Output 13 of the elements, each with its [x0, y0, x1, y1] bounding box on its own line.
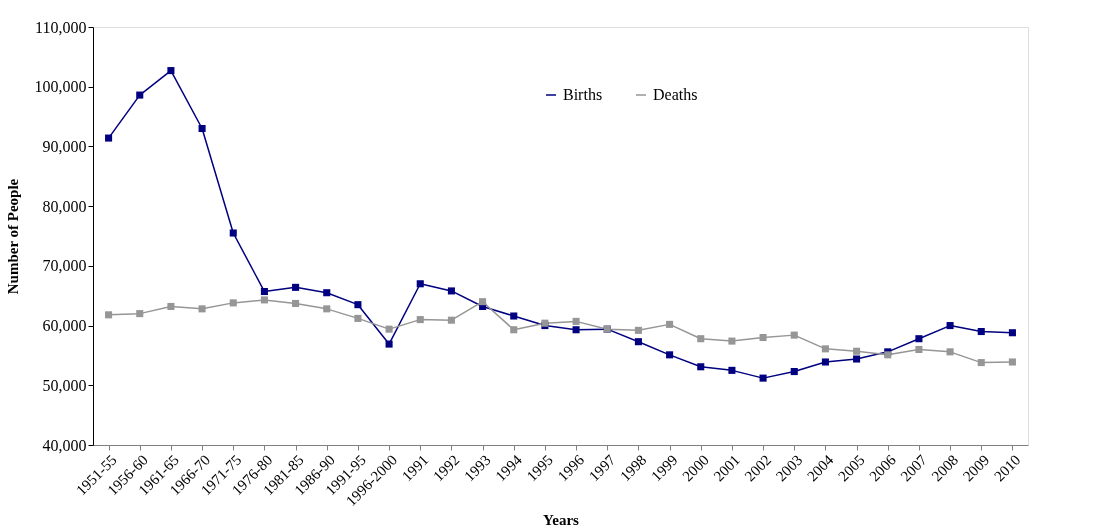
- y-tick-label: 100,000: [34, 78, 87, 96]
- legend-label: Deaths: [653, 86, 698, 103]
- y-tick-label: 40,000: [42, 436, 87, 454]
- y-tick-label: 110,000: [35, 18, 87, 36]
- y-tick-label: 50,000: [42, 376, 87, 394]
- x-axis-title: Years: [543, 512, 580, 529]
- y-tick-label: 60,000: [42, 317, 87, 335]
- y-tick-label: 70,000: [42, 257, 87, 275]
- y-axis-title: Number of People: [4, 178, 21, 295]
- y-tick-label: 80,000: [42, 197, 87, 215]
- y-tick-label: 90,000: [42, 137, 87, 155]
- legend-label: Births: [563, 86, 603, 103]
- x-tick-label: 1991: [398, 451, 432, 485]
